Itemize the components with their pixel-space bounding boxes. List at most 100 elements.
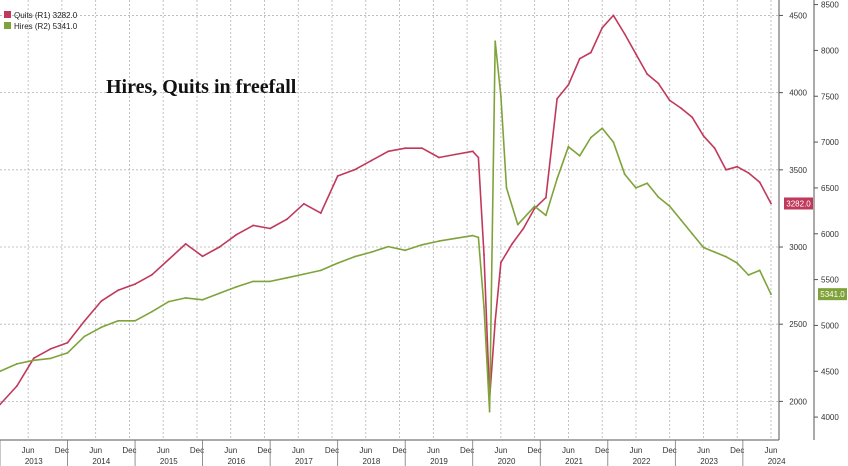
- data-point-quits: [623, 33, 626, 35]
- data-point-hires: [269, 280, 271, 283]
- data-point-hires: [49, 357, 52, 360]
- data-point-hires: [151, 310, 153, 313]
- x-tick-label: Dec: [392, 446, 406, 455]
- data-point-quits: [612, 14, 615, 17]
- r2-tick-label: 4000: [821, 413, 839, 422]
- r2-tick-label: 5500: [821, 276, 839, 285]
- r1-tick-label: 4500: [789, 11, 807, 20]
- data-point-quits: [725, 168, 727, 171]
- x-tick-label: Dec: [55, 446, 69, 455]
- x-tick-label: Dec: [190, 446, 204, 455]
- series-layer: [0, 14, 772, 413]
- data-point-quits: [454, 153, 457, 156]
- data-point-quits: [235, 233, 238, 236]
- r1-tick-label: 4000: [789, 89, 807, 98]
- data-point-hires: [218, 292, 221, 295]
- legend-entry-hires: Hires (R2) 5341.0: [14, 22, 78, 31]
- x-tick-label: Dec: [730, 446, 744, 455]
- data-point-hires: [601, 127, 604, 130]
- data-point-hires: [505, 187, 508, 189]
- data-point-quits: [556, 97, 558, 100]
- data-point-quits: [353, 168, 356, 171]
- data-point-hires: [184, 297, 187, 299]
- last-value-badge-hires: [818, 288, 847, 301]
- data-point-hires: [100, 326, 103, 329]
- chart-title: Hires, Quits in freefall: [106, 76, 297, 98]
- x-year-label: 2016: [227, 457, 245, 466]
- x-tick-label: Jun: [224, 446, 237, 455]
- data-point-hires: [736, 262, 739, 264]
- data-point-hires: [657, 196, 660, 199]
- data-point-quits: [646, 73, 649, 75]
- data-point-quits: [702, 135, 705, 137]
- data-point-quits: [668, 99, 671, 102]
- series-line-hires: [0, 40, 772, 413]
- data-point-quits: [151, 273, 153, 276]
- x-tick-label: Jun: [562, 446, 575, 455]
- data-point-hires: [454, 237, 457, 240]
- data-point-hires: [635, 187, 637, 189]
- data-point-quits: [16, 385, 18, 387]
- legend: Quits (R1) 3282.0 Hires (R2) 5341.0: [4, 11, 78, 31]
- data-point-hires: [201, 298, 204, 301]
- data-point-quits: [567, 84, 570, 86]
- data-point-hires: [286, 276, 288, 279]
- data-point-quits: [117, 289, 120, 292]
- data-point-hires: [623, 173, 626, 176]
- data-point-quits: [635, 53, 637, 55]
- x-year-label: 2019: [430, 457, 448, 466]
- data-point-hires: [387, 245, 390, 248]
- data-point-quits: [336, 175, 339, 177]
- data-point-hires: [680, 219, 682, 221]
- data-point-quits: [511, 243, 513, 245]
- data-point-quits: [601, 26, 604, 29]
- x-year-label: 2023: [700, 457, 718, 466]
- data-point-quits: [66, 341, 69, 344]
- x-tick-label: Jun: [494, 446, 507, 455]
- x-year-label: 2022: [633, 457, 651, 466]
- data-point-hires: [488, 410, 491, 413]
- series-line-quits: [0, 14, 772, 406]
- data-point-hires: [702, 246, 705, 249]
- r2-tick-label: 7000: [821, 138, 839, 147]
- data-point-hires: [421, 243, 423, 246]
- r2-tick-label: 5000: [821, 321, 839, 330]
- r1-tick-label: 3000: [789, 243, 807, 252]
- last-value-label-hires: 5341.0: [820, 290, 845, 299]
- data-point-hires: [438, 240, 440, 243]
- x-year-label: 2013: [25, 457, 43, 466]
- grid: [0, 0, 779, 440]
- data-point-quits: [0, 403, 1, 406]
- data-point-quits: [49, 348, 52, 350]
- data-point-quits: [404, 147, 407, 150]
- x-year-label: 2024: [768, 457, 786, 466]
- x-year-label: 2018: [363, 457, 381, 466]
- data-point-hires: [691, 232, 694, 235]
- x-tick-label: Dec: [122, 446, 136, 455]
- x-year-label: 2021: [565, 457, 583, 466]
- data-point-hires: [303, 273, 305, 275]
- data-point-quits: [578, 57, 581, 60]
- data-point-quits: [747, 172, 750, 174]
- x-year-label: 2015: [160, 457, 178, 466]
- data-point-quits: [134, 283, 137, 285]
- x-tick-label: Dec: [460, 446, 474, 455]
- data-point-hires: [713, 251, 716, 254]
- data-point-hires: [483, 306, 485, 308]
- data-point-hires: [646, 182, 649, 185]
- data-point-quits: [758, 181, 761, 184]
- data-point-hires: [32, 359, 35, 362]
- x-tick-label: Jun: [427, 446, 440, 455]
- data-point-quits: [201, 255, 204, 258]
- data-point-quits: [370, 159, 373, 162]
- data-point-hires: [117, 319, 120, 322]
- r2-tick-label: 7500: [821, 92, 839, 101]
- data-point-hires: [471, 234, 474, 237]
- data-point-quits: [545, 196, 547, 199]
- r2-tick-label: 8500: [821, 1, 839, 10]
- x-tick-label: Dec: [595, 446, 609, 455]
- data-point-hires: [370, 251, 373, 254]
